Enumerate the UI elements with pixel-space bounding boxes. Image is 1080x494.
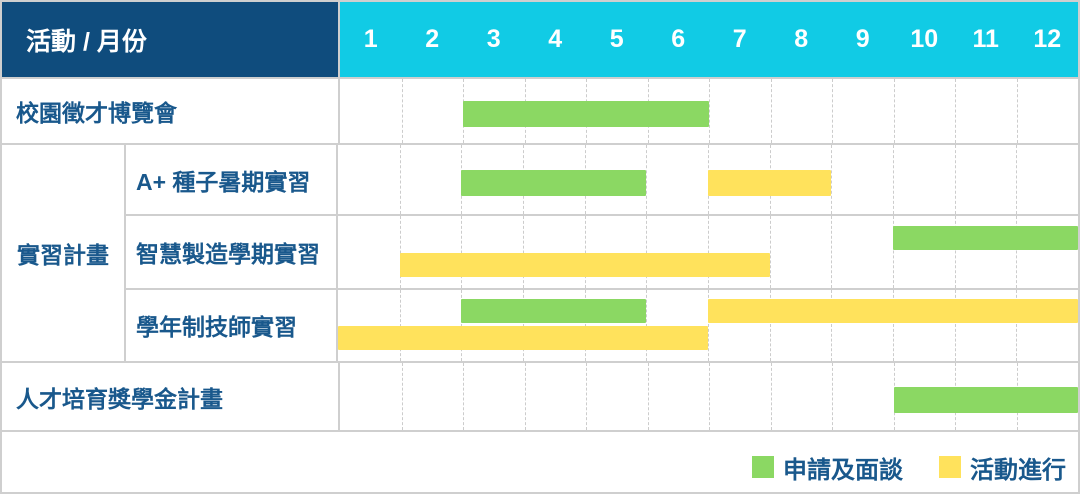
row-chart-area (338, 216, 1078, 288)
legend: 申請及面談 活動進行 (2, 432, 1078, 492)
row-label: 人才培育獎學金計畫 (2, 363, 340, 430)
row-talent-scholarship: 人才培育獎學金計畫 (2, 363, 1078, 432)
month-gridline (399, 216, 401, 288)
row-label: 智慧製造學期實習 (126, 216, 338, 288)
gantt-bar-yellow (708, 299, 1078, 324)
month-label: 2 (425, 25, 440, 53)
row-chart-area (338, 289, 1078, 361)
month-gridline (647, 363, 649, 430)
gantt-bar-yellow (338, 326, 708, 351)
row-label: 學年制技師實習 (126, 289, 338, 361)
row-year-round-technician-internship: 學年制技師實習 (126, 289, 1078, 361)
gantt-bar-green (893, 225, 1078, 250)
row-label: 校園徵才博覽會 (2, 79, 340, 143)
month-gridline (584, 216, 586, 288)
month-gridline (831, 289, 833, 361)
month-gridline (770, 79, 772, 143)
month-gridline (1016, 145, 1018, 215)
row-chart-area (340, 363, 1078, 430)
month-gridline (523, 216, 524, 288)
month-label: 3 (486, 25, 501, 53)
legend-item-application: 申請及面談 (752, 450, 903, 485)
month-gridline (954, 216, 956, 288)
month-gridline (769, 216, 771, 288)
month-gridline (646, 145, 648, 215)
month-gridline (461, 289, 463, 361)
month-gridline (954, 145, 956, 215)
month-label: 1 (363, 25, 378, 53)
gantt-bar-green (461, 170, 647, 197)
month-gridline (955, 79, 956, 143)
group-internship-program: 實習計畫 A+ 種子暑期實習 智慧製造學期實習 學年制技師實習 (2, 145, 1078, 363)
month-gridline (893, 216, 894, 288)
month-gridline (831, 216, 833, 288)
gantt-bar-green (893, 386, 1078, 413)
row-aplus-summer-internship: A+ 種子暑期實習 (126, 145, 1078, 217)
green-swatch-icon (752, 456, 774, 478)
month-gridline (832, 363, 833, 430)
month-gridline (584, 289, 586, 361)
month-label: 5 (609, 25, 624, 53)
month-gridline (523, 289, 524, 361)
month-gridline (1016, 216, 1018, 288)
month-gridline (708, 216, 709, 288)
month-gridline (831, 145, 833, 215)
month-label: 10 (910, 25, 939, 53)
month-gridline (893, 79, 895, 143)
month-gridline (401, 363, 403, 430)
legend-label: 活動進行 (970, 456, 1066, 484)
month-label: 9 (855, 25, 870, 53)
month-gridline (461, 216, 463, 288)
month-gridline (586, 363, 587, 430)
month-gridline (1016, 79, 1018, 143)
gantt-bar-yellow (399, 252, 770, 277)
month-gridline (893, 145, 894, 215)
month-gridline (832, 79, 833, 143)
month-gridline (769, 289, 771, 361)
month-label: 11 (972, 25, 999, 53)
month-header: 1 2 3 4 5 6 7 8 9 10 11 12 (340, 2, 1078, 77)
yellow-swatch-icon (939, 456, 961, 478)
month-label: 6 (671, 25, 686, 53)
row-label: A+ 種子暑期實習 (126, 145, 338, 215)
month-gridline (401, 79, 403, 143)
month-gridline (954, 289, 956, 361)
gantt-bar-green (461, 299, 647, 324)
month-gridline (709, 79, 710, 143)
gantt-bar-green (463, 101, 709, 128)
month-gridline (708, 289, 709, 361)
month-gridline (646, 216, 648, 288)
month-gridline (709, 363, 710, 430)
header-row: 活動 / 月份 1 2 3 4 5 6 7 8 9 10 11 12 (2, 2, 1078, 79)
month-label: 4 (548, 25, 563, 53)
legend-item-activity: 活動進行 (939, 450, 1066, 485)
row-campus-fair: 校園徵才博覽會 (2, 79, 1078, 145)
month-label: 12 (1033, 25, 1062, 53)
month-gridline (524, 363, 526, 430)
month-gridline (399, 145, 401, 215)
month-gridline (463, 363, 464, 430)
month-gridline (399, 289, 401, 361)
group-label: 實習計畫 (2, 145, 126, 361)
month-label: 7 (732, 25, 747, 53)
month-gridline (646, 289, 648, 361)
corner-title: 活動 / 月份 (2, 2, 340, 77)
month-gridline (1016, 289, 1018, 361)
month-gridline (770, 363, 772, 430)
group-sub-rows: A+ 種子暑期實習 智慧製造學期實習 學年制技師實習 (126, 145, 1078, 361)
row-chart-area (338, 145, 1078, 215)
row-chart-area (340, 79, 1078, 143)
month-label: 8 (794, 25, 809, 53)
row-smart-manufacturing-internship: 智慧製造學期實習 (126, 216, 1078, 290)
gantt-bar-yellow (708, 170, 832, 197)
legend-label: 申請及面談 (783, 456, 903, 484)
month-gridline (893, 289, 894, 361)
